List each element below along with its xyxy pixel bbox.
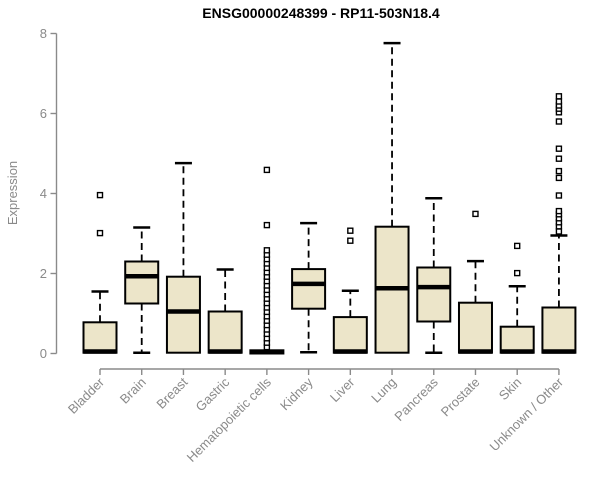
y-tick-label: 0 [40, 346, 47, 361]
outlier-point [263, 221, 271, 229]
x-category-label: Lung [368, 375, 399, 406]
outlier-point [555, 118, 563, 125]
box-group-skin [499, 242, 535, 354]
chart-title: ENSG00000248399 - RP11-503N18.4 [202, 5, 440, 21]
x-category-label: Unknown / Other [486, 374, 566, 454]
box-group-hematopoietic-cells [249, 166, 285, 355]
x-category-label: Gastric [193, 374, 233, 414]
outlier-point [347, 237, 354, 244]
box-group-liver [332, 227, 368, 354]
box-group-gastric [207, 268, 243, 354]
x-category-label: Breast [153, 374, 190, 411]
outlier-point [555, 155, 563, 162]
outlier-point [555, 167, 563, 175]
box-rect [207, 310, 243, 354]
box-group-breast [165, 161, 201, 354]
x-category-label: Kidney [277, 374, 316, 413]
box-group-lung [374, 41, 410, 354]
y-tick-label: 2 [40, 266, 47, 281]
box-group-pancreas [416, 197, 452, 354]
outlier-point [96, 229, 104, 237]
outlier-point [263, 247, 271, 254]
box-rect [291, 268, 327, 310]
outlier-point [555, 174, 563, 182]
box-rect [332, 316, 368, 354]
box-rect [499, 325, 535, 354]
x-category-label: Bladder [65, 374, 108, 417]
outlier-point [555, 145, 563, 152]
y-tick-label: 4 [40, 186, 47, 201]
box-rect [416, 266, 452, 323]
outlier-point [555, 93, 563, 100]
box-group-brain [124, 226, 160, 354]
x-category-label: Pancreas [391, 374, 441, 424]
box-rect [541, 306, 577, 354]
box-group-unknown-other [541, 93, 577, 354]
outlier-point [472, 210, 479, 218]
box-group-bladder [82, 191, 118, 354]
outlier-point [514, 242, 521, 250]
box-rect [457, 301, 493, 354]
outlier-point [555, 228, 563, 235]
x-category-label: Brain [117, 375, 149, 407]
outlier-point [96, 191, 104, 199]
outlier-point [347, 227, 354, 234]
box-rect [82, 321, 118, 354]
outlier-point [555, 98, 563, 105]
outlier-point [514, 269, 521, 277]
x-category-label: Prostate [438, 375, 483, 420]
box-rect [165, 275, 201, 354]
box-rect [124, 260, 160, 305]
box-group-kidney [291, 221, 327, 354]
outlier-point [555, 207, 563, 215]
outlier-point [555, 192, 563, 199]
x-category-label: Liver [327, 374, 358, 405]
box-group-prostate [457, 210, 493, 354]
y-tick-label: 6 [40, 106, 47, 121]
outlier-point [263, 166, 271, 174]
y-tick-label: 8 [40, 26, 47, 41]
x-category-label: Skin [496, 375, 524, 403]
